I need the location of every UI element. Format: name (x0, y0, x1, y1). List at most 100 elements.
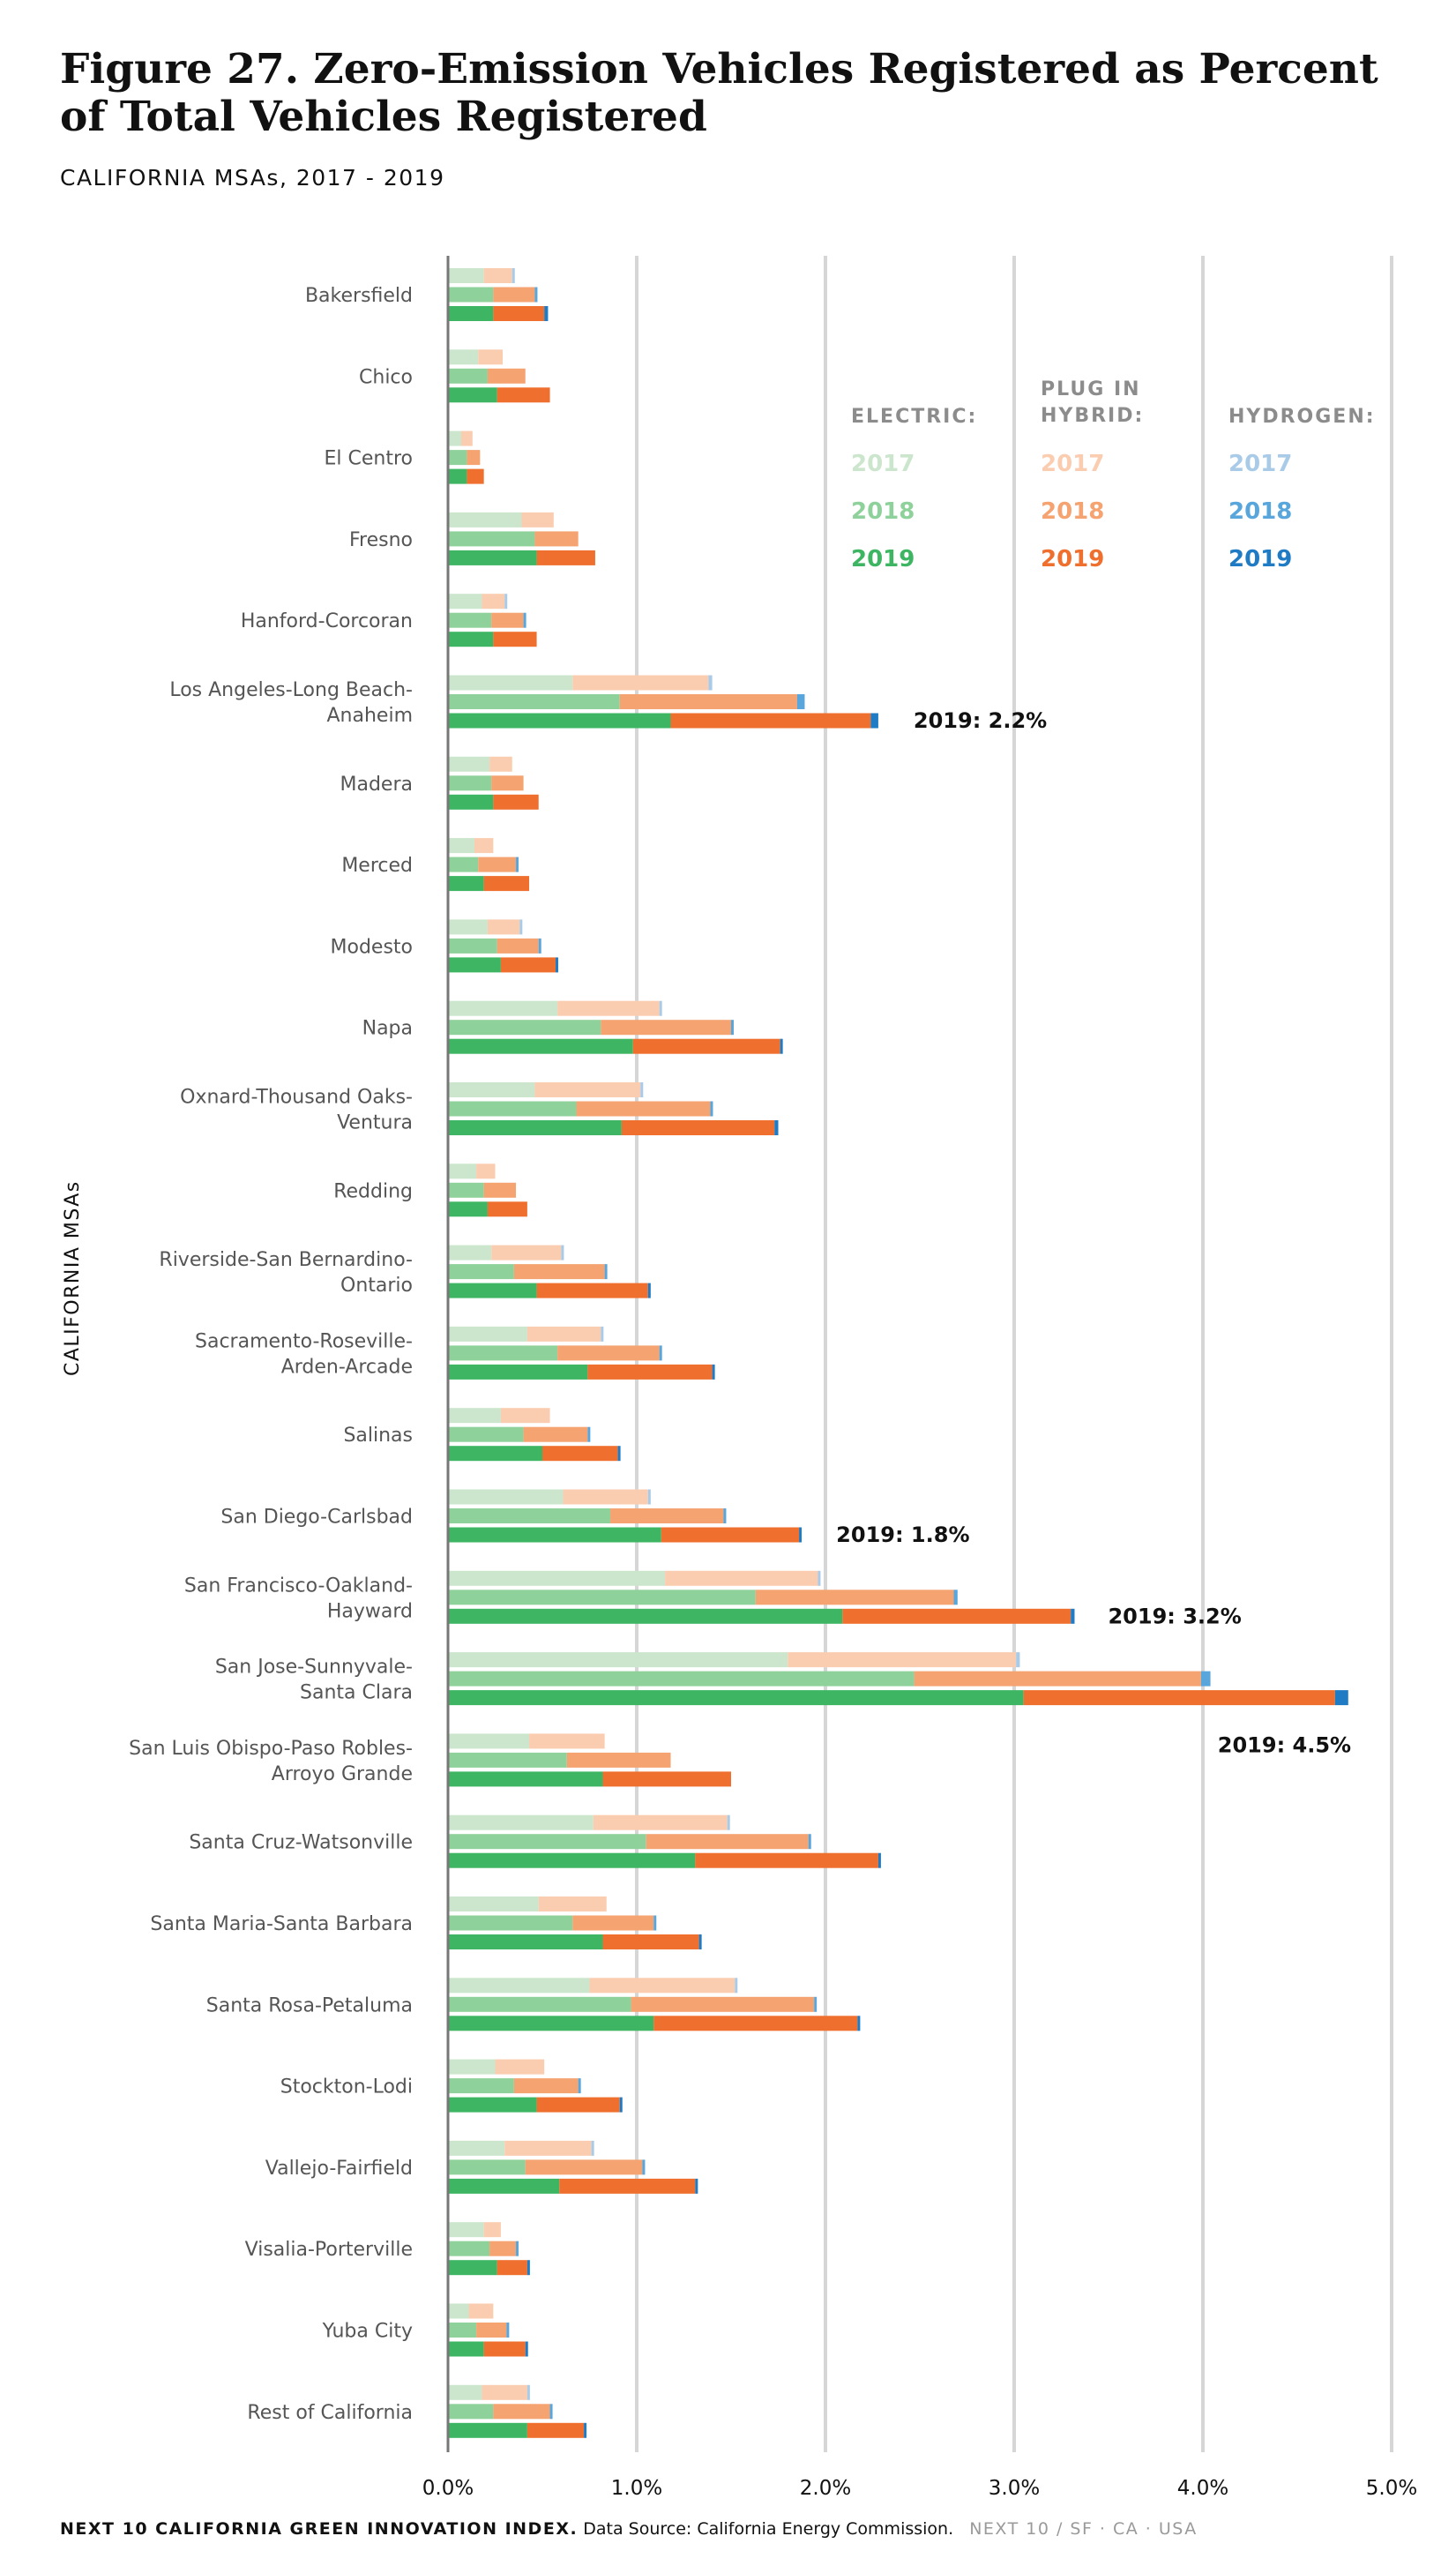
bar-hydrogen-2017 (640, 1082, 644, 1097)
bar-electric-2019 (448, 1852, 696, 1868)
bar-electric-2017 (448, 2303, 469, 2319)
bar-electric-2017 (448, 919, 488, 935)
bar-electric-2017 (448, 594, 482, 610)
bar-phev-2018 (483, 1182, 517, 1198)
category-label: Merced (341, 855, 413, 877)
category-label: Arden-Arcade (281, 1356, 413, 1378)
bar-phev-2019 (493, 632, 537, 647)
bar-hydrogen-2017 (727, 1814, 730, 1830)
category-label: Santa Cruz-Watsonville (189, 1832, 413, 1854)
category-label: Bakersfield (305, 285, 413, 307)
bar-electric-2018 (448, 450, 467, 466)
bar-electric-2018 (448, 1590, 756, 1605)
legend-year-2017: 2017 (1041, 451, 1104, 477)
bar-phev-2017 (482, 2384, 527, 2400)
x-tick-label: 5.0% (1366, 2477, 1417, 2500)
legend-title: HYDROGEN: (1228, 406, 1376, 428)
bar-phev-2018 (619, 694, 797, 709)
bar-phev-2018 (489, 2241, 517, 2256)
bar-electric-2018 (448, 1671, 915, 1687)
chart-subtitle: CALIFORNIA MSAs, 2017 - 2019 (60, 165, 445, 191)
category-label: Madera (340, 774, 414, 796)
category-label: Ventura (337, 1112, 413, 1134)
bar-electric-2018 (448, 1915, 573, 1931)
bar-phev-2018 (478, 857, 517, 872)
bar-electric-2017 (448, 1814, 594, 1830)
bar-electric-2017 (448, 1082, 535, 1097)
bar-phev-2017 (563, 1489, 648, 1505)
bar-electric-2019 (448, 550, 537, 565)
bar-electric-2017 (448, 2222, 484, 2238)
bar-phev-2017 (476, 1163, 496, 1179)
bar-hydrogen-2018 (506, 2323, 510, 2338)
bar-electric-2017 (448, 1733, 530, 1749)
category-label: Santa Clara (300, 1682, 413, 1704)
bar-electric-2019 (448, 1934, 603, 1949)
bar-phev-2017 (478, 349, 504, 365)
bar-hydrogen-2018 (710, 1101, 713, 1117)
bar-hydrogen-2018 (723, 1508, 727, 1523)
bar-electric-2018 (448, 775, 492, 791)
legend-year-2019: 2019 (1228, 546, 1292, 572)
bar-phev-2018 (487, 368, 526, 384)
category-label: San Diego-Carlsbad (220, 1507, 413, 1529)
category-label: Fresno (349, 529, 413, 551)
bar-hydrogen-2017 (601, 1326, 604, 1342)
bar-hydrogen-2019 (774, 1120, 779, 1135)
category-label: San Francisco-Oakland- (184, 1575, 413, 1597)
legend-year-2018: 2018 (1228, 498, 1292, 525)
legend-title: PLUG IN (1041, 378, 1141, 400)
bar-phev-2017 (589, 1978, 735, 1994)
bar-hydrogen-2017 (519, 919, 523, 935)
x-tick-label: 0.0% (422, 2477, 474, 2500)
bar-phev-2017 (500, 1408, 550, 1424)
bar-hydrogen-2019 (857, 2016, 861, 2031)
bar-hydrogen-2018 (516, 857, 519, 872)
bar-phev-2019 (483, 2341, 526, 2357)
bar-hydrogen-2017 (735, 1978, 738, 1994)
bar-electric-2017 (448, 1489, 564, 1505)
bar-electric-2018 (448, 2078, 514, 2094)
bar-electric-2017 (448, 756, 490, 772)
bar-hydrogen-2019 (617, 1446, 621, 1462)
bar-hydrogen-2017 (818, 1570, 821, 1586)
category-label: San Luis Obispo-Paso Robles- (129, 1738, 413, 1760)
category-label: San Jose-Sunnyvale- (215, 1657, 413, 1679)
bar-phev-2019 (497, 387, 550, 403)
bar-electric-2018 (448, 612, 492, 628)
bar-electric-2017 (448, 430, 461, 446)
bar-electric-2019 (448, 2097, 537, 2113)
category-label: Visalia-Porterville (245, 2239, 413, 2261)
bar-electric-2019 (448, 957, 501, 973)
bar-hydrogen-2017 (526, 2384, 530, 2400)
category-label: Los Angeles-Long Beach- (169, 679, 413, 701)
bar-hydrogen-2018 (731, 1020, 734, 1036)
category-label: Arroyo Grande (272, 1763, 413, 1785)
bar-phev-2017 (521, 512, 554, 527)
bar-electric-2018 (448, 857, 479, 872)
bar-electric-2019 (448, 1771, 603, 1787)
category-label: Santa Rosa-Petaluma (206, 1994, 413, 2016)
bar-hydrogen-2019 (1334, 1690, 1348, 1706)
bar-hydrogen-2018 (814, 1996, 818, 2012)
bar-electric-2017 (448, 1000, 558, 1016)
bar-electric-2018 (448, 938, 497, 954)
bar-phev-2019 (526, 2422, 585, 2438)
category-label: El Centro (325, 448, 414, 470)
bar-hydrogen-2018 (1200, 1671, 1211, 1687)
bar-hydrogen-2019 (712, 1364, 715, 1380)
bar-phev-2017 (487, 919, 520, 935)
category-label: Santa Maria-Santa Barbara (150, 1913, 413, 1935)
category-label: Hanford-Corcoran (241, 610, 413, 632)
bar-phev-2019 (497, 2260, 527, 2276)
bar-hydrogen-2019 (877, 1852, 881, 1868)
bar-phev-2018 (513, 1264, 605, 1280)
legend-year-2018: 2018 (1041, 498, 1104, 525)
bar-hydrogen-2018 (659, 1345, 662, 1361)
bar-electric-2019 (448, 1201, 488, 1217)
bar-electric-2019 (448, 713, 671, 729)
bar-phev-2018 (914, 1671, 1201, 1687)
legend-year-2019: 2019 (851, 546, 915, 572)
bar-hydrogen-2019 (780, 1038, 783, 1054)
bar-phev-2019 (467, 468, 484, 484)
